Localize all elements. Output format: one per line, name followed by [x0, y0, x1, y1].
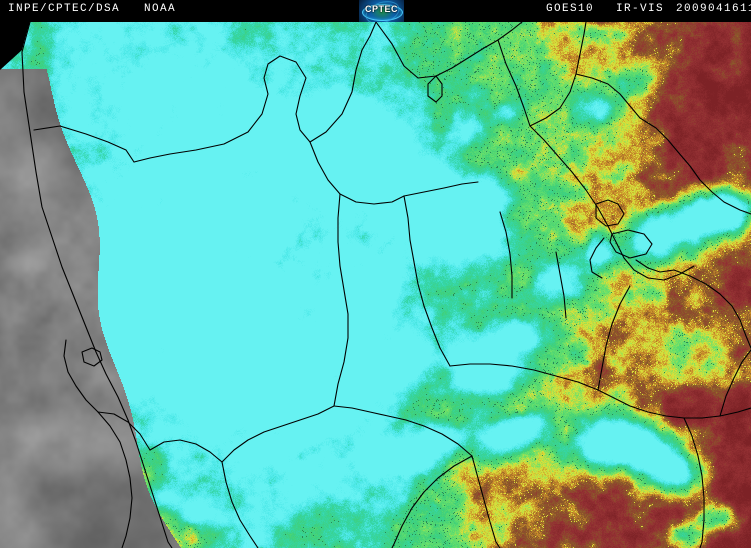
satellite-label: GOES10 — [546, 3, 595, 15]
agency-label: NOAA — [144, 3, 177, 15]
product-label: IR-VIS — [616, 3, 665, 15]
cptec-logo-icon: CPTEC — [359, 0, 404, 22]
institution-label: INPE/CPTEC/DSA — [8, 3, 121, 15]
satellite-image-canvas — [0, 22, 751, 548]
logo-ring-outer — [362, 3, 403, 21]
header-bar: INPE/CPTEC/DSA NOAA GOES10 IR-VIS 200904… — [0, 0, 751, 22]
satellite-image-panel — [0, 22, 751, 548]
logo-text: CPTEC — [364, 4, 398, 14]
timestamp-label: 200904161145 — [676, 3, 751, 15]
